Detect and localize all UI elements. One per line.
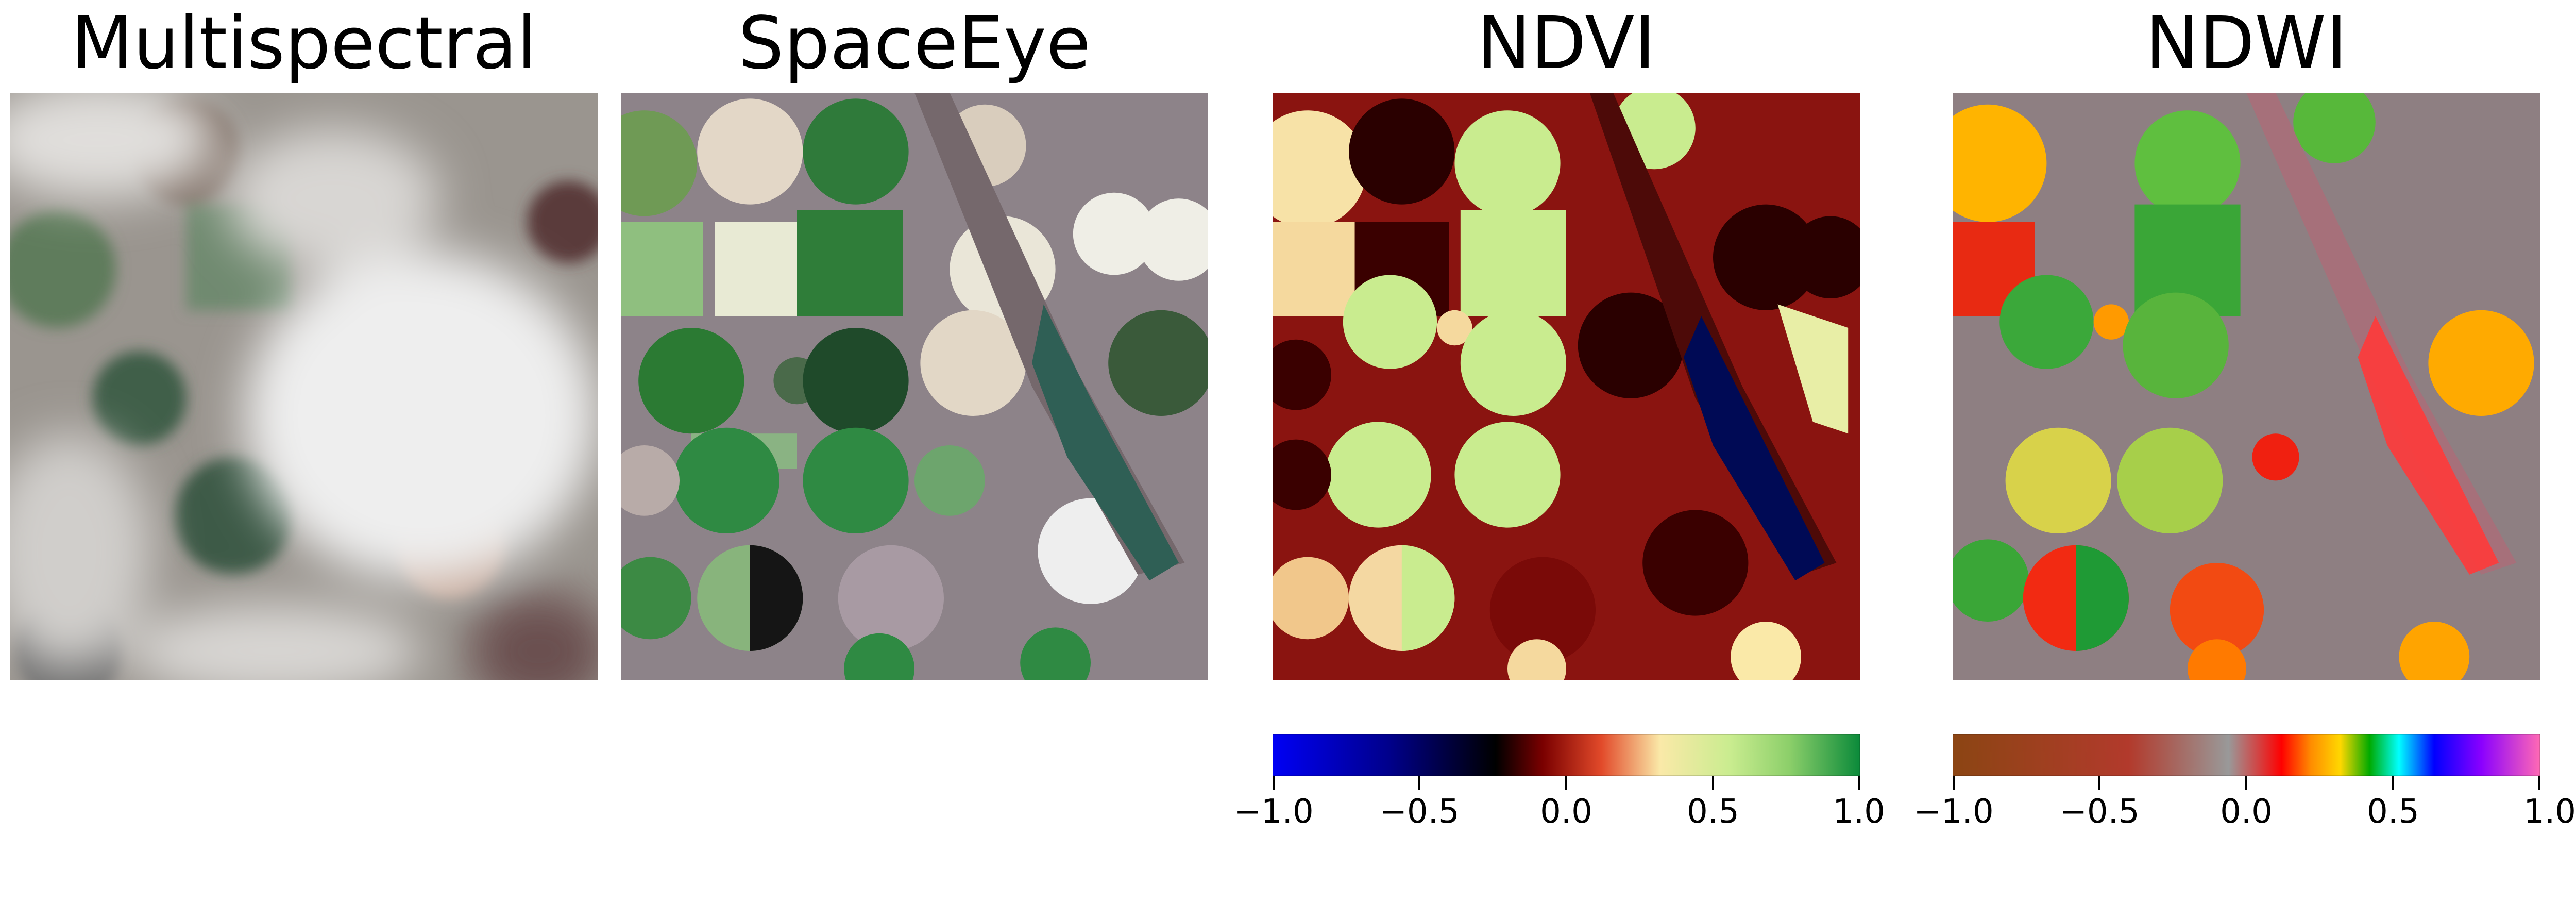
ndvi-tick-label: 0.5 (1687, 793, 1739, 831)
ndwi-tick-label: 0.5 (2367, 793, 2419, 831)
ndwi-tick-label: 1.0 (2523, 793, 2576, 831)
panel-title-ndvi: NDVI (1477, 2, 1656, 86)
panel-title-ndwi: NDWI (2145, 2, 2348, 86)
ndwi-tick-label: −1.0 (1913, 793, 1994, 831)
ndvi-colorbar (1273, 734, 1860, 776)
ndvi-tick-mark (1565, 776, 1567, 790)
ndwi-tick-mark (1953, 776, 1955, 790)
ndvi-tick-label: 0.0 (1540, 793, 1592, 831)
ndvi-tick-mark (1418, 776, 1420, 790)
ndwi-tick-mark (2245, 776, 2247, 790)
ndwi-tick-label: −0.5 (2059, 793, 2140, 831)
ndvi-tick-label: −1.0 (1233, 793, 1314, 831)
ndwi-tick-mark (2392, 776, 2394, 790)
ndvi-tick-label: −0.5 (1379, 793, 1460, 831)
ndwi-image (1953, 93, 2540, 680)
ndvi-tick-mark (1712, 776, 1714, 790)
ndwi-colorbar (1953, 734, 2540, 776)
ndvi-tick-mark (1273, 776, 1275, 790)
spaceeye-image (621, 93, 1208, 680)
ndvi-image (1273, 93, 1860, 680)
ndwi-tick-label: 0.0 (2220, 793, 2273, 831)
panel-title-multispectral: Multispectral (71, 2, 537, 86)
panel-title-spaceeye: SpaceEye (738, 2, 1091, 86)
ndvi-tick-label: 1.0 (1833, 793, 1885, 831)
ndwi-tick-mark (2538, 776, 2540, 790)
multispectral-image (10, 93, 598, 680)
ndwi-tick-mark (2098, 776, 2100, 790)
ndvi-tick-mark (1858, 776, 1860, 790)
